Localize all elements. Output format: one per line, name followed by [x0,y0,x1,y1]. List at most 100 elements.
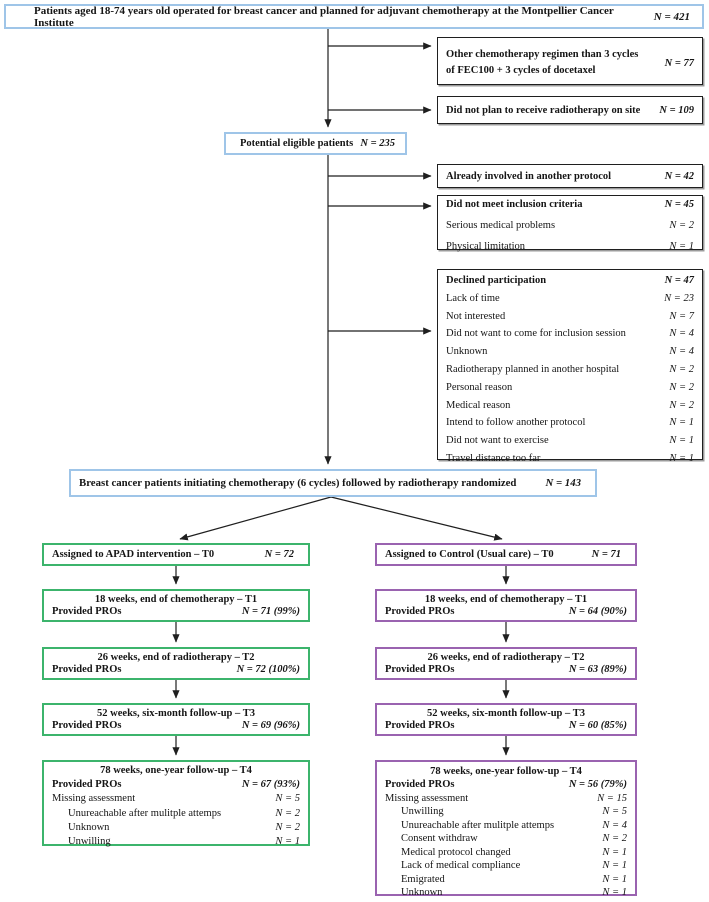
stat-label: Travel distance too far [446,452,541,464]
randomized-box: Breast cancer patients initiating chemot… [69,469,597,497]
reason-n: N = 2 [602,833,627,845]
control-t0-box: Assigned to Control (Usual care) – T0 N … [375,543,637,566]
apad-t1-title: 18 weeks, end of chemotherapy – T1 [94,594,258,605]
potential-label: Potential eligible patients [240,138,354,149]
exclusion-box-chemo-regimen: Other chemotherapy regimen than 3 cycles… [437,37,703,85]
stat-n: N = 2 [669,363,694,375]
stat-row: Declined participation N = 47 [446,275,694,286]
reason-n: N = 2 [275,821,300,833]
stat-label: Physical limitation [446,241,526,252]
not-meet-title: Did not meet inclusion criteria [446,199,583,210]
randomized-n: N = 143 [545,477,581,489]
apad-t0-label: Assigned to APAD intervention – T0 [52,549,215,560]
stat-n: N = 4 [669,346,694,358]
apad-t2-title: 26 weeks, end of radiotherapy – T2 [97,652,255,663]
stat-n: N = 1 [669,417,694,429]
exclusion-chemo-n: N = 77 [664,57,694,69]
reason-label: Emigrated [401,873,445,885]
already-n: N = 42 [664,170,694,182]
reason-n: N = 4 [602,819,627,831]
control-t1-title: 18 weeks, end of chemotherapy – T1 [424,594,588,605]
reason-label: Lack of medical compliance [401,860,521,872]
provided-pros-n: N = 60 (85%) [568,720,627,731]
stat-row: Physical limitation N = 1 [446,241,694,252]
apad-t3-box: 52 weeks, six-month follow-up – T3 Provi… [42,703,310,736]
stat-label: Personal reason [446,381,513,393]
control-t0-n: N = 71 [591,549,621,560]
provided-pros-n: N = 63 (89%) [568,664,627,675]
stat-n: N = 2 [669,381,694,393]
stat-row: Radiotherapy planned in another hospital… [446,364,694,375]
reason-label: Medical protocol changed [401,846,511,858]
exclusion-box-inclusion-criteria: Did not meet inclusion criteria N = 45 S… [437,195,703,252]
exclusion-box-declined: Declined participation N = 47 Lack of ti… [437,269,703,464]
provided-pros-label: Provided PROs [52,720,122,731]
stat-row: Travel distance too far N = 1 [446,453,694,464]
control-t0-label: Assigned to Control (Usual care) – T0 [385,549,554,560]
already-label: Already involved in another protocol [446,170,612,182]
reason-label: Consent withdraw [401,833,478,845]
reason-n: N = 5 [602,806,627,818]
stat-n: N = 1 [669,241,694,252]
enrollment-label: Patients aged 18-74 years old operated f… [34,4,614,29]
stat-label: Intend to follow another protocol [446,417,586,429]
apad-t1-box: 18 weeks, end of chemotherapy – T1 Provi… [42,589,310,622]
reason-n: N = 1 [275,835,300,847]
reason-label: Unwilling [401,806,444,818]
apad-t0-box: Assigned to APAD intervention – T0 N = 7… [42,543,310,566]
stat-n: N = 2 [669,399,694,411]
provided-pros-label: Provided PROs [385,664,455,675]
missing-label: Missing assessment [52,793,136,805]
provided-pros-label: Provided PROs [52,664,122,675]
control-t3-title: 52 weeks, six-month follow-up – T3 [427,708,585,719]
reason-label: Unknown [401,886,443,898]
stat-n: N = 23 [664,292,694,304]
randomized-label: Breast cancer patients initiating chemot… [79,477,517,489]
stat-row: Personal reason N = 2 [446,382,694,393]
apad-t4-box: 78 weeks, one-year follow-up – T4 Provid… [42,760,310,847]
stat-row: Not interested N = 7 [446,311,694,322]
missing-label: Missing assessment [385,792,469,804]
reason-label: Unknown [68,821,110,833]
apad-t4-title: 78 weeks, one-year follow-up – T4 [100,765,252,776]
stat-label: Lack of time [446,292,500,304]
reason-label: Unwilling [68,835,111,847]
control-t2-box: 26 weeks, end of radiotherapy – T2 Provi… [375,647,637,680]
stat-n: N = 1 [669,452,694,464]
declined-title: Declined participation [446,275,547,286]
reason-n: N = 1 [602,886,627,898]
provided-pros-n: N = 71 (99%) [241,606,300,617]
provided-pros-n: N = 72 (100%) [236,664,300,675]
stat-n: N = 7 [669,310,694,322]
apad-t3-title: 52 weeks, six-month follow-up – T3 [97,708,255,719]
provided-pros-n: N = 56 (79%) [568,779,627,791]
exclusion-radio-label: Did not plan to receive radiotherapy on … [446,104,641,116]
not-meet-n: N = 45 [664,199,694,210]
exclusion-box-radiotherapy-site: Did not plan to receive radiotherapy on … [437,96,703,124]
apad-t0-n: N = 72 [264,549,294,560]
missing-n: N = 5 [275,793,300,805]
control-t2-title: 26 weeks, end of radiotherapy – T2 [427,652,585,663]
stat-label: Radiotherapy planned in another hospital [446,363,620,375]
stat-row: Unknown N = 4 [446,346,694,357]
stat-row: Medical reason N = 2 [446,400,694,411]
exclusion-radio-n: N = 109 [659,104,694,116]
stat-label: Serious medical problems [446,220,556,231]
provided-pros-label: Provided PROs [385,606,455,617]
stat-n: N = 1 [669,435,694,447]
enrollment-n: N = 421 [653,10,690,23]
stat-label: Unknown [446,346,488,358]
stat-row: Did not want to exercise N = 1 [446,435,694,446]
reason-n: N = 2 [275,807,300,819]
provided-pros-label: Provided PROs [52,779,122,791]
reason-n: N = 1 [602,860,627,872]
stat-row: Lack of time N = 23 [446,293,694,304]
reason-label: Unureachable after mulitple attemps [68,807,222,819]
stat-label: Did not want to come for inclusion sessi… [446,328,626,340]
stat-n: N = 2 [669,220,694,231]
potential-eligible-box: Potential eligible patients N = 235 [224,132,407,155]
reason-label: Unureachable after mulitple attemps [401,819,555,831]
provided-pros-n: N = 69 (96%) [241,720,300,731]
reason-n: N = 1 [602,873,627,885]
